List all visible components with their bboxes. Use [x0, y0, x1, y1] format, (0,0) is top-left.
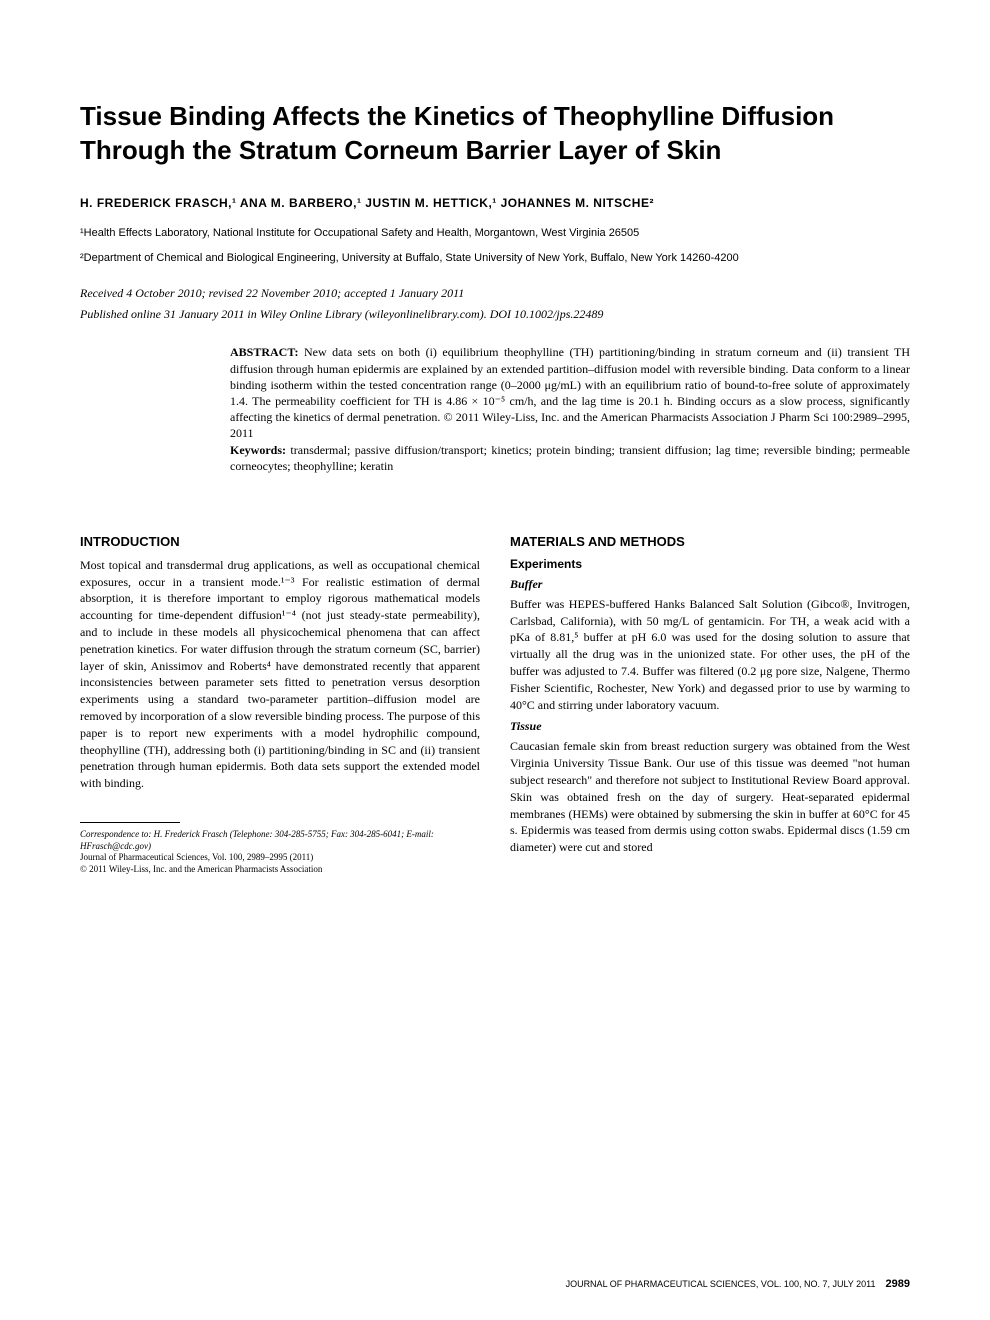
buffer-heading: Buffer — [510, 577, 910, 592]
correspondence-text: Correspondence to: H. Frederick Frasch (… — [80, 829, 480, 852]
page-number: 2989 — [886, 1278, 910, 1290]
keywords-text: transdermal; passive diffusion/transport… — [230, 443, 910, 473]
keywords-label: Keywords: — [230, 443, 286, 457]
abstract-text: New data sets on both (i) equilibrium th… — [230, 345, 910, 440]
two-column-layout: INTRODUCTION Most topical and transderma… — [80, 534, 910, 876]
abstract-block: ABSTRACT: New data sets on both (i) equi… — [230, 344, 910, 474]
right-column: MATERIALS AND METHODS Experiments Buffer… — [510, 534, 910, 876]
journal-citation: Journal of Pharmaceutical Sciences, Vol.… — [80, 852, 480, 864]
journal-footer-info: JOURNAL OF PHARMACEUTICAL SCIENCES, VOL.… — [566, 1279, 876, 1289]
copyright-text: © 2011 Wiley-Liss, Inc. and the American… — [80, 864, 480, 876]
published-info: Published online 31 January 2011 in Wile… — [80, 307, 910, 322]
introduction-text: Most topical and transdermal drug applic… — [80, 557, 480, 792]
experiments-heading: Experiments — [510, 557, 910, 571]
article-title: Tissue Binding Affects the Kinetics of T… — [80, 100, 910, 168]
buffer-text: Buffer was HEPES-buffered Hanks Balanced… — [510, 596, 910, 714]
abstract-paragraph: ABSTRACT: New data sets on both (i) equi… — [230, 344, 910, 441]
introduction-heading: INTRODUCTION — [80, 534, 480, 549]
affiliation-2: ²Department of Chemical and Biological E… — [80, 251, 910, 266]
affiliation-1: ¹Health Effects Laboratory, National Ins… — [80, 226, 910, 241]
page-footer: JOURNAL OF PHARMACEUTICAL SCIENCES, VOL.… — [80, 1278, 910, 1290]
dates-received: Received 4 October 2010; revised 22 Nove… — [80, 286, 910, 301]
tissue-text: Caucasian female skin from breast reduct… — [510, 738, 910, 856]
keywords-paragraph: Keywords: transdermal; passive diffusion… — [230, 442, 910, 474]
authors-list: H. FREDERICK FRASCH,¹ ANA M. BARBERO,¹ J… — [80, 196, 910, 210]
abstract-label: ABSTRACT: — [230, 345, 298, 359]
footer-divider — [80, 822, 180, 823]
left-column: INTRODUCTION Most topical and transderma… — [80, 534, 480, 876]
tissue-heading: Tissue — [510, 719, 910, 734]
methods-heading: MATERIALS AND METHODS — [510, 534, 910, 549]
